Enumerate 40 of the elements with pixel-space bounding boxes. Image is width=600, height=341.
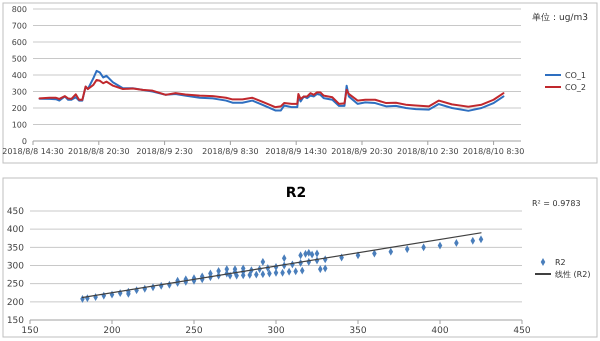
- y-tick-label: 200: [6, 298, 24, 308]
- x-tick-label: 450: [513, 326, 531, 336]
- y-tick-label: 500: [12, 54, 27, 64]
- x-tick-label: 2018/8/8 20:30: [68, 147, 130, 156]
- x-tick-label: 2018/8/9 2:30: [136, 147, 193, 156]
- chart-title: R2: [286, 185, 306, 201]
- y-tick-label: 800: [12, 5, 27, 14]
- legend-label: R2: [555, 258, 566, 267]
- legend-label: CO_2: [565, 83, 586, 92]
- y-tick-label: 300: [6, 262, 24, 272]
- legend-label: CO_1: [565, 71, 586, 80]
- x-tick-label: 400: [431, 326, 449, 336]
- x-tick-label: 2018/8/9 20:30: [331, 147, 393, 156]
- x-tick-label: 350: [349, 326, 367, 336]
- y-tick-label: 0: [22, 137, 27, 146]
- y-tick-label: 250: [6, 280, 24, 290]
- text: 单位：ug/m3: [532, 12, 588, 23]
- y-tick-label: 100: [12, 120, 27, 130]
- line-series: [38, 78, 504, 108]
- y-tick-label: 600: [12, 38, 27, 47]
- y-tick-label: 400: [6, 225, 24, 236]
- y-tick-label: 450: [6, 207, 24, 217]
- y-tick-label: 200: [12, 104, 27, 113]
- x-tick-label: 250: [185, 326, 203, 336]
- y-tick-label: 350: [6, 243, 24, 254]
- x-tick-label: 300: [267, 326, 285, 336]
- line-series: [38, 70, 504, 112]
- x-tick-label: 2018/8/9 8:30: [202, 147, 259, 156]
- x-tick-label: 2018/8/10 2:30: [397, 147, 459, 156]
- legend-label: 线性 (R2): [555, 270, 590, 279]
- x-tick-label: 2018/8/8 14:30: [2, 147, 64, 156]
- y-tick-label: 700: [12, 22, 27, 30]
- x-tick-label: 150: [21, 326, 39, 336]
- x-tick-label: 2018/8/10 8:30: [462, 147, 524, 156]
- y-tick-label: 300: [12, 88, 27, 96]
- text: R² = 0.9783: [532, 199, 581, 208]
- x-tick-label: 2018/8/9 14:30: [265, 147, 327, 156]
- x-tick-label: 200: [103, 326, 121, 336]
- y-tick-label: 150: [6, 316, 24, 326]
- y-tick-label: 400: [12, 71, 27, 80]
